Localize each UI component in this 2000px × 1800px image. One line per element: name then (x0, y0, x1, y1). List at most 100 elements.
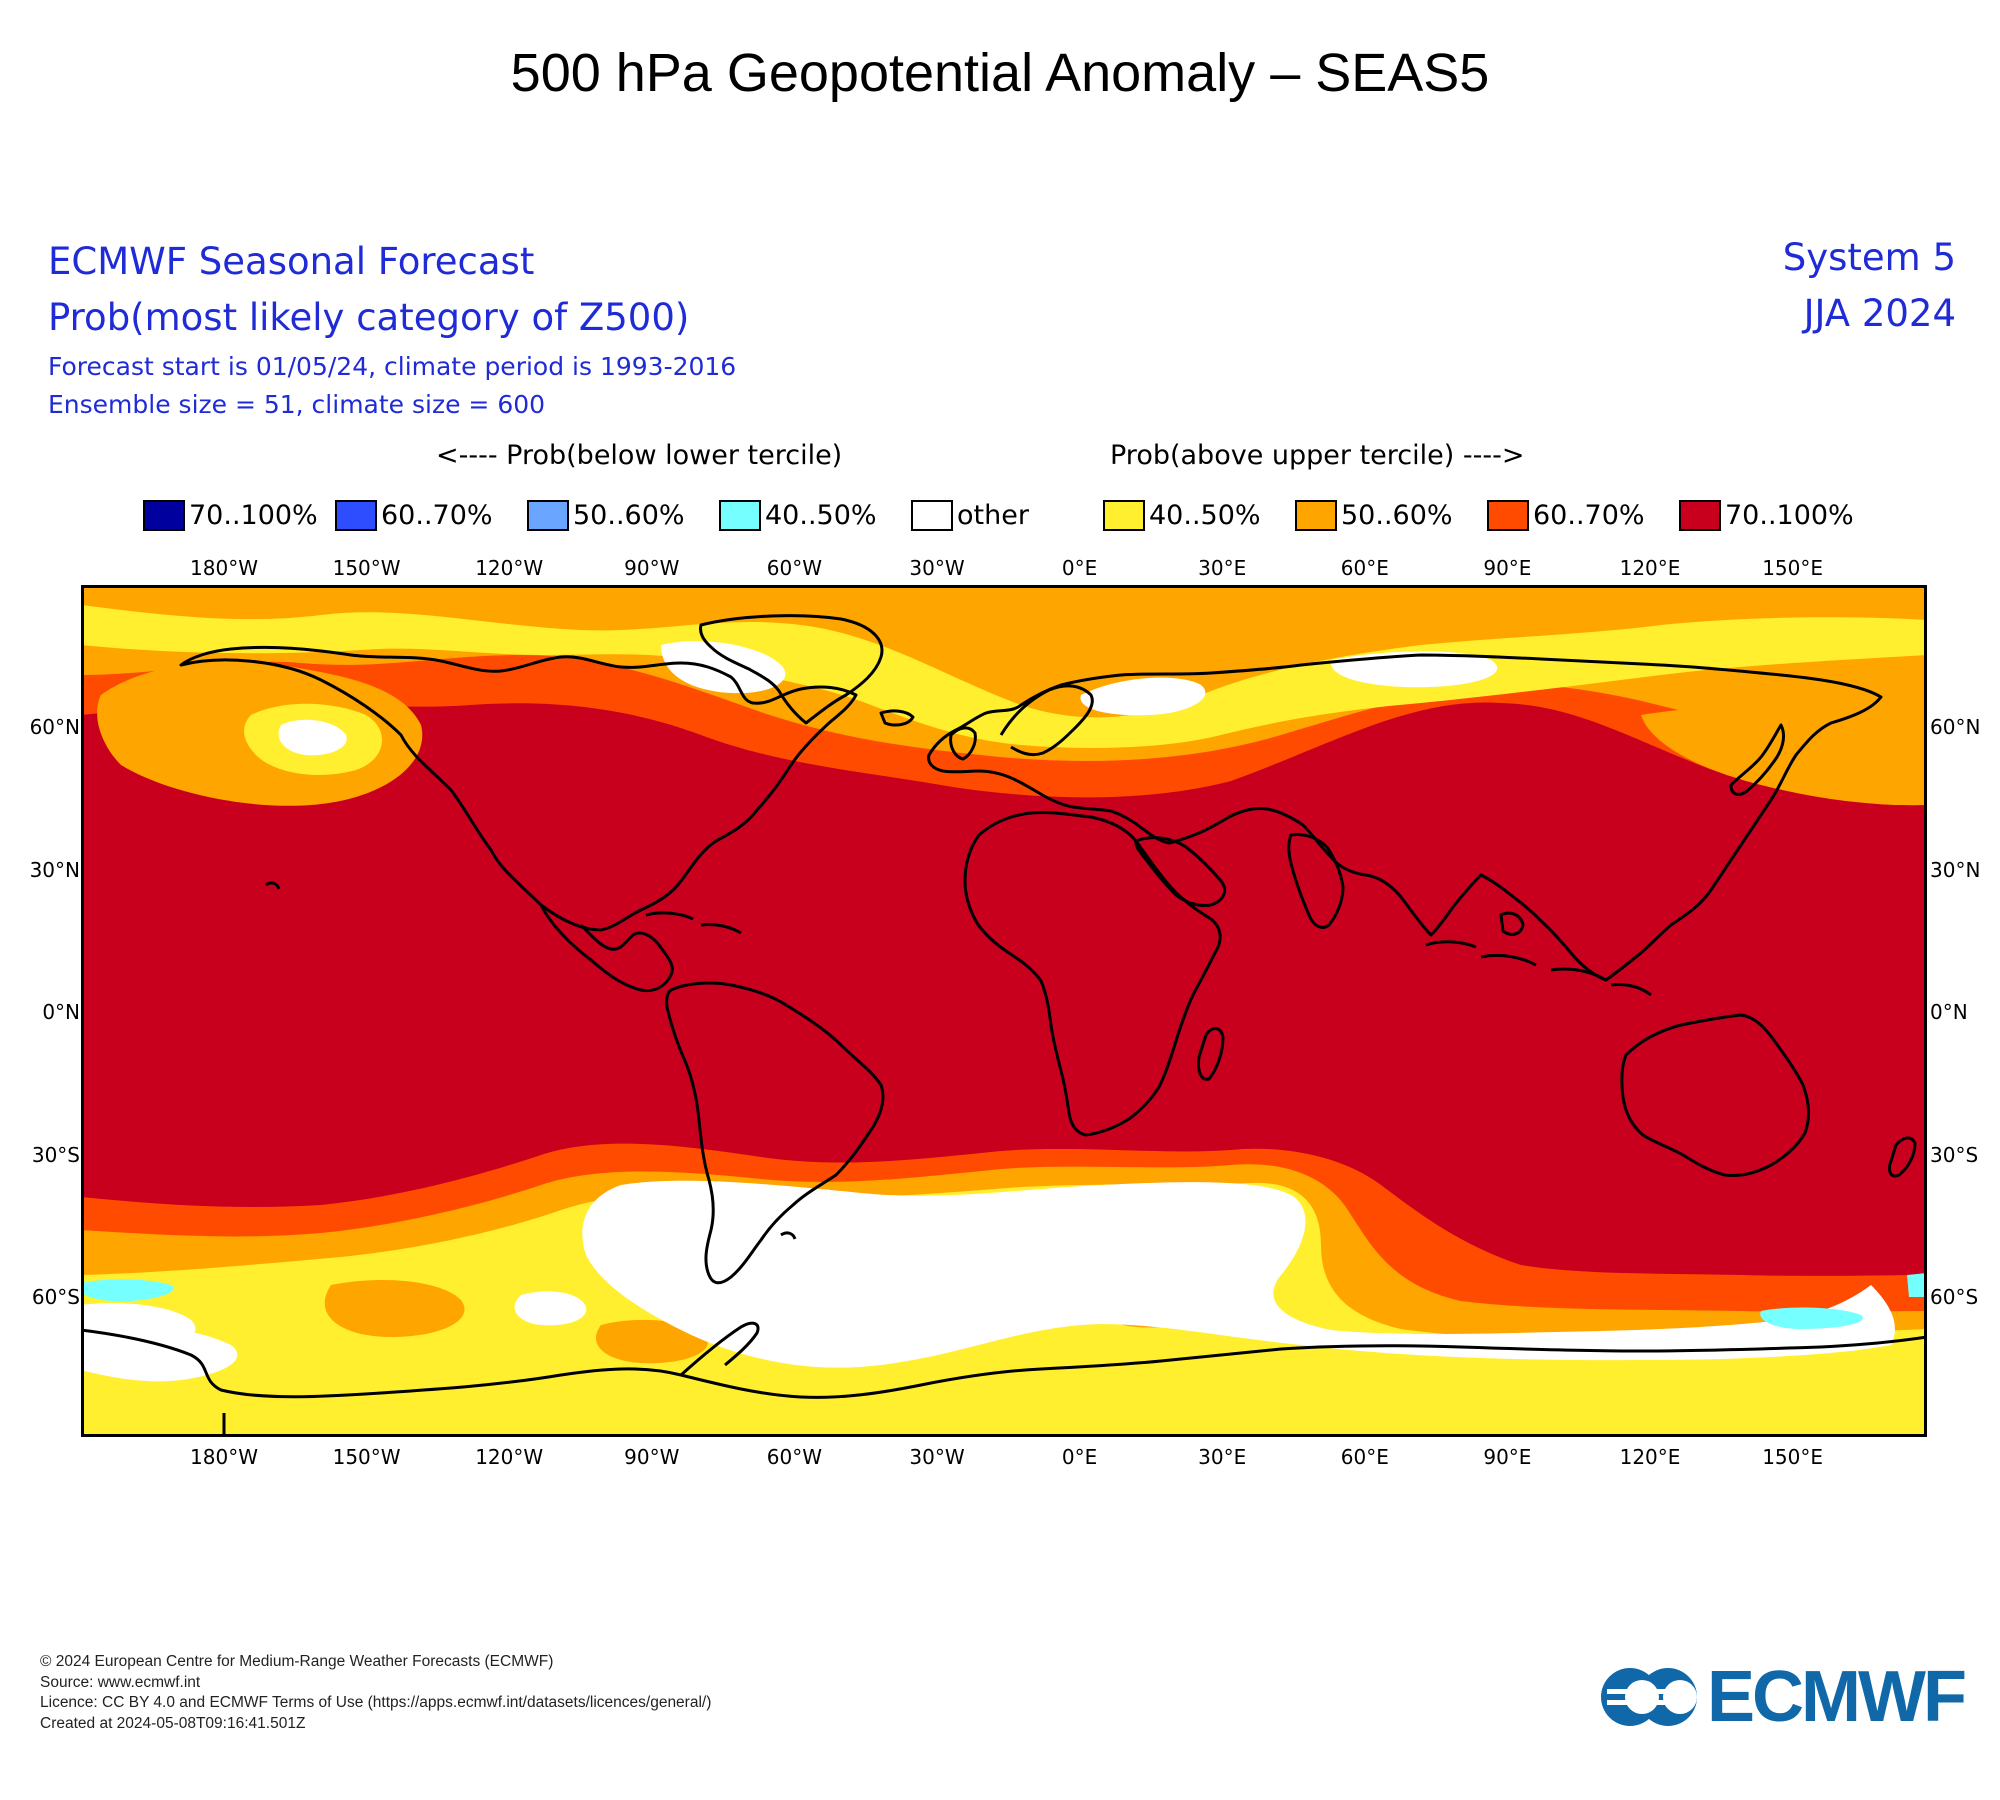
coast-caribbean (645, 911, 742, 935)
north-orange-east (1641, 703, 1927, 806)
legend-swatch (1103, 500, 1145, 531)
longitude-label: 150°E (1762, 1445, 1823, 1469)
legend-swatch (1295, 500, 1337, 531)
coast-britain (949, 726, 977, 761)
longitude-label: 120°W (475, 556, 544, 580)
legend-item: 70..100% (1679, 500, 1871, 531)
latitude-label: 30°N (1930, 857, 1981, 882)
forecast-title: ECMWF Seasonal Forecast (48, 240, 535, 283)
south-white-patch-3 (945, 1239, 1042, 1282)
latitude-label: 0°N (1930, 1000, 1968, 1024)
legend-item: 50..60% (1295, 500, 1487, 531)
coastlines (81, 614, 1927, 1399)
footer-licence: Licence: CC BY 4.0 and ECMWF Terms of Us… (40, 1694, 712, 1711)
footer: © 2024 European Centre for Medium-Range … (40, 1652, 711, 1734)
north-white-patch-europe (1080, 677, 1206, 716)
coast-south-america (665, 981, 885, 1285)
longitude-label: 30°W (909, 1445, 965, 1469)
longitude-label: 90°W (624, 556, 680, 580)
coast-madagascar (1197, 1027, 1225, 1081)
south-cyan-patch-west (81, 1279, 174, 1302)
longitude-label: 180°W (190, 556, 258, 580)
legend-swatch (719, 500, 761, 531)
north-white-patch-greenland (661, 641, 786, 694)
latitude-label: 60°N (29, 715, 80, 739)
longitude-label: 150°E (1762, 556, 1823, 580)
latitude-label: 0°N (42, 1000, 80, 1024)
map-frame (81, 585, 1927, 1437)
ecmwf-logo-text: ECMWF (1707, 1657, 1967, 1737)
coast-arabia (1134, 836, 1227, 907)
north-yellow-band (81, 605, 1927, 748)
longitude-label: 90°W (624, 1445, 680, 1469)
legend-label: 60..70% (1533, 500, 1645, 531)
latitude-label: 60°N (1930, 715, 1981, 739)
coast-north-america (179, 645, 858, 932)
south-orange-patch-1 (324, 1280, 465, 1337)
longitude-label: 60°W (766, 556, 822, 580)
legend-item: 60..70% (335, 500, 527, 531)
longitude-label: 60°W (766, 1445, 822, 1469)
season-label: JJA 2024 (1803, 292, 1956, 335)
legend-label: 70..100% (189, 500, 318, 531)
latitude-label: 60°S (31, 1285, 80, 1309)
ecmwf-logo: ECMWF (1597, 1657, 1972, 1737)
forecast-variable: Prob(most likely category of Z500) (48, 296, 690, 339)
longitude-label: 60°E (1340, 1445, 1389, 1469)
legend-label: 70..100% (1725, 500, 1854, 531)
below-tercile-caption: <---- Prob(below lower tercile) (436, 440, 843, 471)
legend-label: 40..50% (765, 500, 877, 531)
coast-scandinavia (999, 684, 1094, 757)
longitude-label: 120°E (1619, 556, 1681, 580)
footer-source: Source: www.ecmwf.int (40, 1673, 201, 1691)
coast-africa (963, 811, 1222, 1137)
longitude-label: 180°W (190, 1445, 258, 1469)
legend-label: 50..60% (573, 500, 685, 531)
coast-india (1287, 833, 1345, 929)
latitude-label: 30°S (31, 1142, 80, 1167)
coast-antarctic-peninsula (679, 1321, 760, 1377)
longitude-label: 90°E (1483, 556, 1532, 580)
forecast-map (81, 585, 1927, 1437)
longitude-label: 120°E (1619, 1445, 1681, 1469)
coast-antarctica (81, 1328, 1927, 1399)
legend-swatch (1487, 500, 1529, 531)
longitude-label: 150°W (332, 1445, 401, 1469)
south-white-region (582, 1180, 1895, 1368)
south-white-antarctic-edge (81, 1323, 238, 1382)
legend-swatch (911, 500, 953, 531)
north-white-patch-1 (278, 719, 347, 756)
system-label: System 5 (1782, 236, 1956, 279)
longitude-label: 30°E (1198, 1445, 1247, 1469)
ecmwf-logo-mark (1601, 1668, 1697, 1726)
longitude-label: 30°W (909, 556, 965, 580)
legend-item: 60..70% (1487, 500, 1679, 531)
forecast-start-info: Forecast start is 01/05/24, climate peri… (48, 352, 737, 381)
longitude-label: 60°E (1340, 556, 1389, 580)
coast-japan (1729, 723, 1786, 796)
legend-item: 70..100% (143, 500, 335, 531)
north-white-patch-siberia (1330, 651, 1498, 688)
coast-greenland (699, 614, 884, 725)
coast-iceland (879, 709, 915, 727)
legend-swatch (335, 500, 377, 531)
legend-label: 50..60% (1341, 500, 1453, 531)
legend-label: 40..50% (1149, 500, 1261, 531)
color-legend: 70..100% 60..70% 50..60% 40..50% other 4… (143, 500, 1871, 531)
legend-item: 50..60% (527, 500, 719, 531)
legend-label: other (957, 500, 1029, 531)
legend-swatch (143, 500, 185, 531)
coast-hawaii (265, 881, 281, 890)
longitude-label: 0°E (1061, 556, 1098, 580)
coast-new-zealand (1887, 1136, 1917, 1178)
longitude-label: 0°E (1061, 1445, 1098, 1469)
coast-australia (1620, 1013, 1811, 1177)
south-orange-patch-2 (595, 1319, 708, 1364)
south-white-patch-2 (514, 1291, 587, 1326)
page-title: 500 hPa Geopotential Anomaly – SEAS5 (510, 43, 1490, 103)
south-cyan-patch-edge (1907, 1273, 1927, 1297)
ensemble-info: Ensemble size = 51, climate size = 600 (48, 390, 546, 419)
legend-swatch (1679, 500, 1721, 531)
legend-swatch (527, 500, 569, 531)
legend-label: 60..70% (381, 500, 493, 531)
